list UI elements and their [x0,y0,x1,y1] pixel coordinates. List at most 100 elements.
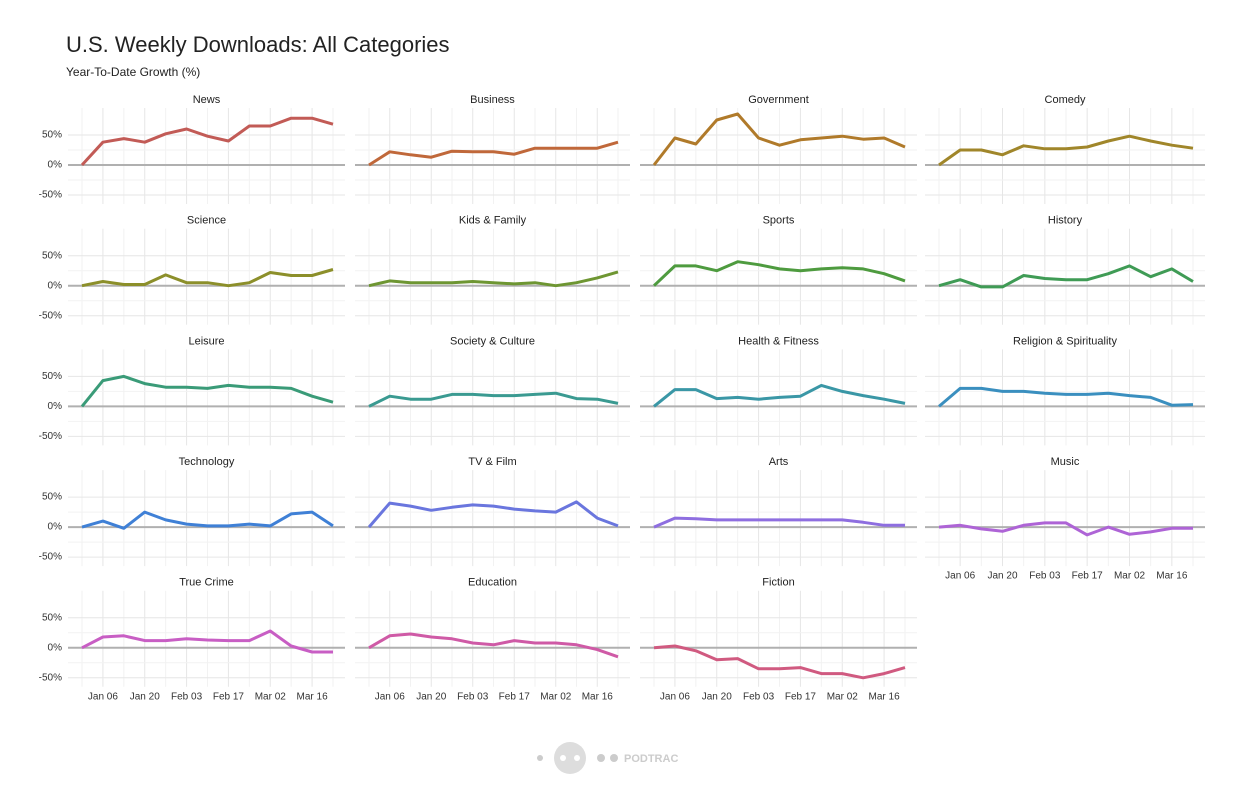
series-line [368,391,619,408]
panel: Comedy [925,94,1205,204]
logo-text: PODTRAC [624,753,678,765]
panel-title: Technology [179,456,235,468]
panel-title: Business [470,94,515,106]
panel-title: Government [748,94,809,106]
x-tick-label: Feb 03 [457,691,489,702]
y-tick-label: 0% [48,280,63,291]
panel: Sports [640,215,917,325]
panel-background [355,590,630,687]
panel: News -50% 0% 50% [39,94,345,204]
panel-background [925,349,1205,446]
y-tick-label: 0% [48,642,63,653]
x-tick-label: Feb 17 [785,691,817,702]
y-tick-label: -50% [39,431,62,442]
panel-background [68,470,345,567]
panel-title: Arts [769,456,789,468]
panel-background [925,108,1205,204]
panel-title: Comedy [1045,94,1086,106]
x-tick-label: Feb 03 [171,691,203,702]
x-tick-label: Feb 17 [1072,571,1104,582]
x-tick-label: Jan 06 [945,571,975,582]
y-tick-label: 50% [42,130,62,141]
panel-background [68,349,345,446]
series-line [652,260,906,287]
panel-background [640,228,917,325]
panel-title: News [193,94,221,106]
series-line [367,500,619,529]
x-tick-label: Mar 02 [255,691,287,702]
x-tick-label: Mar 16 [582,691,614,702]
panel-background [355,470,630,567]
panel: TV & Film [355,456,630,567]
panel: History [925,215,1205,325]
series-line [80,116,334,167]
panel-background [68,108,345,204]
x-tick-label: Jan 06 [375,691,405,702]
logo-dot [574,755,580,761]
panel-title: Religion & Spirituality [1013,335,1117,347]
series-line [653,516,905,529]
series-line [81,510,334,530]
panel-background [925,228,1205,325]
panel: Fiction Jan 06 Jan 20 Feb 03 Feb 17 Mar 02 Mar… [640,577,917,702]
logo-dot [560,755,566,761]
panel-title: History [1048,215,1083,227]
x-tick-label: Jan 20 [987,571,1017,582]
series-line [81,268,334,288]
panel: Education Jan 06 Jan 20 Feb 03 Feb 17 Mar 02 M… [355,577,630,702]
y-tick-label: -50% [39,672,62,683]
series-line [938,134,1194,167]
panel-title: Fiction [762,577,794,589]
panel-title: Leisure [188,335,224,347]
y-tick-label: 50% [42,250,62,261]
logo-dot [610,754,618,762]
series-line [653,383,906,408]
panel: Music Jan 06 Jan 20 Feb 03 Feb 17 Mar 02 Mar 1… [925,456,1205,582]
panel: Science -50% 0% 50% [39,215,345,325]
x-tick-label: Mar 16 [297,691,329,702]
y-tick-label: 50% [42,612,62,623]
panel-title: Kids & Family [459,215,527,227]
panel: Religion & Spirituality [925,335,1205,446]
panel-title: True Crime [179,577,234,589]
panel: Leisure -50% 0% 50% [39,335,345,446]
y-tick-label: -50% [39,190,62,201]
panel: True Crime -50% 0% 50% Jan 06 Jan 20 Feb 03 Feb… [39,577,345,702]
x-tick-label: Jan 20 [130,691,160,702]
panel-title: Sports [763,215,795,227]
x-tick-label: Jan 20 [416,691,446,702]
x-tick-label: Jan 06 [660,691,690,702]
x-tick-label: Jan 06 [88,691,118,702]
y-tick-label: 0% [48,401,63,412]
y-tick-label: -50% [39,552,62,563]
panel-background [355,228,630,325]
panel-title: Society & Culture [450,335,535,347]
panel-background [925,470,1205,567]
panel-background [640,590,917,687]
series-line [938,264,1194,289]
panel-background [640,108,917,204]
panel: Health & Fitness [640,335,917,446]
x-tick-label: Mar 02 [540,691,572,702]
y-tick-label: 0% [48,160,63,171]
panel: Kids & Family [355,215,630,325]
x-tick-label: Mar 02 [1114,571,1146,582]
panel: Technology -50% 0% 50% [39,456,345,567]
panel: Society & Culture [355,335,630,446]
y-tick-label: 50% [42,492,62,503]
series-line [368,632,619,659]
panel-title: Education [468,577,517,589]
series-line [653,644,906,680]
series-line [368,140,619,167]
series-line [938,386,1194,408]
x-tick-label: Mar 16 [869,691,901,702]
x-tick-label: Feb 03 [1029,571,1061,582]
panel-title: TV & Film [468,456,516,468]
panel: Government [640,94,917,204]
logo: PODTRAC [537,742,678,774]
x-tick-label: Feb 17 [499,691,531,702]
panel: Business [355,94,630,204]
chart-title: U.S. Weekly Downloads: All Categories [66,32,450,57]
x-tick-label: Jan 20 [702,691,732,702]
